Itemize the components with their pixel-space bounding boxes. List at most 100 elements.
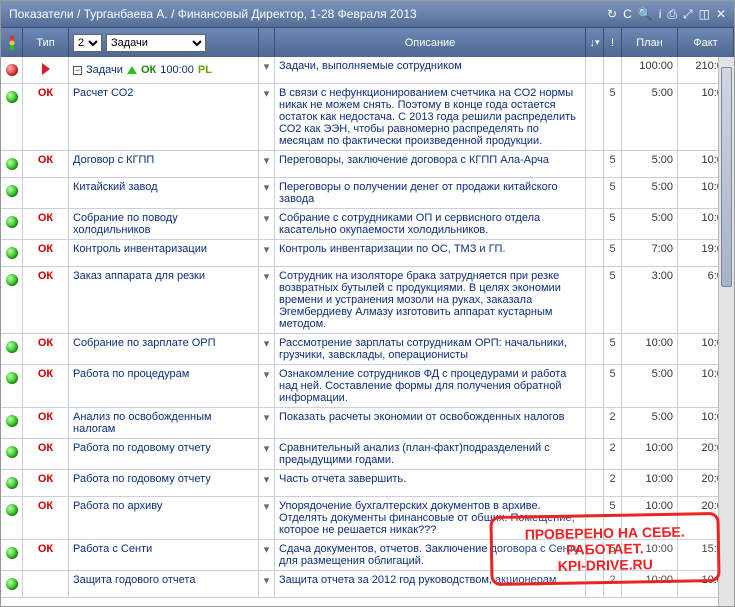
table-row[interactable]: ОКЗаказ аппарата для резки▾Сотрудник на … <box>1 267 734 334</box>
table-row[interactable]: ОККонтроль инвентаризации▾Контроль инвен… <box>1 240 734 267</box>
c-icon[interactable]: С <box>623 7 632 22</box>
rows-container: − Задачи ОК 100:00 PL ▾ Задачи, выполняе… <box>1 57 734 606</box>
dropdown-icon[interactable]: ▾ <box>259 365 275 407</box>
task-num-select[interactable]: 2 <box>73 34 102 52</box>
print-icon[interactable]: ⎙ <box>667 7 677 22</box>
table-row[interactable]: ОКРабота по процедурам▾Ознакомление сотр… <box>1 365 734 408</box>
desc-cell: Контроль инвентаризации по ОС, ТМЗ и ГП. <box>275 240 586 266</box>
plan-cell: 5:00 <box>622 209 678 239</box>
titlebar-icons: ↻ С 🔍 i ⎙ ⤢ ◫ ✕ <box>607 7 726 22</box>
dropdown-icon[interactable]: ▾ <box>259 497 275 539</box>
desc-cell: Защита отчета за 2012 год руководством, … <box>275 571 586 597</box>
hdr-excl[interactable]: ! <box>604 28 622 57</box>
dropdown-icon[interactable]: ▾ <box>259 540 275 570</box>
excl-cell: 5 <box>604 240 622 266</box>
dropdown-icon[interactable]: ▾ <box>259 439 275 469</box>
window-title: Показатели / Турганбаева А. / Финансовый… <box>9 7 417 21</box>
table-row[interactable]: Защита годового отчета▾Защита отчета за … <box>1 571 734 598</box>
plan-cell: 5:00 <box>622 408 678 438</box>
task-cell: Работа по архиву <box>69 497 259 539</box>
arrow-cell <box>586 240 604 266</box>
table-row[interactable]: ОКРабота по архиву▾Упорядочение бухгалте… <box>1 497 734 540</box>
hdr-type[interactable]: Тип <box>23 28 69 57</box>
dropdown-icon[interactable]: ▾ <box>259 57 275 83</box>
table-row[interactable]: ОКСобрание по зарплате ОРП▾Рассмотрение … <box>1 334 734 365</box>
type-ok: ОК <box>38 154 53 166</box>
table-row[interactable]: ОКРабота по годовому отчету▾Часть отчета… <box>1 470 734 497</box>
summary-row[interactable]: − Задачи ОК 100:00 PL ▾ Задачи, выполняе… <box>1 57 734 84</box>
search-icon[interactable]: 🔍 <box>638 7 653 22</box>
hdr-sort-arrow[interactable]: ↓ <box>586 28 604 57</box>
dropdown-icon[interactable]: ▾ <box>259 178 275 208</box>
arrow-cell <box>586 439 604 469</box>
hdr-desc[interactable]: Описание <box>275 28 586 57</box>
desc-cell: Показать расчеты экономии от освобожденн… <box>275 408 586 438</box>
dropdown-icon[interactable]: ▾ <box>259 334 275 364</box>
excl-cell: 5 <box>604 267 622 333</box>
play-icon[interactable] <box>42 63 50 75</box>
desc-cell: Упорядочение бухгалтерских документов в … <box>275 497 586 539</box>
desc-cell: Собрание с сотрудниками ОП и сервисного … <box>275 209 586 239</box>
status-light <box>6 578 18 590</box>
hdr-fact[interactable]: Факт <box>678 28 734 57</box>
dropdown-icon[interactable]: ▾ <box>259 571 275 597</box>
table-row[interactable]: ОКРасчет СО2▾В связи с нефункционировани… <box>1 84 734 151</box>
table-row[interactable]: ОКРабота по годовому отчету▾Сравнительны… <box>1 439 734 470</box>
excl-cell: 5 <box>604 84 622 150</box>
window-icon[interactable]: ◫ <box>699 7 710 22</box>
dropdown-icon[interactable]: ▾ <box>259 470 275 496</box>
table-row[interactable]: Китайский завод▾Переговоры о получении д… <box>1 178 734 209</box>
expand-icon[interactable]: ⤢ <box>683 7 693 22</box>
type-ok: ОК <box>38 473 53 485</box>
info-icon[interactable]: i <box>659 7 662 22</box>
summary-task-label: Задачи <box>86 64 123 76</box>
dropdown-icon[interactable]: ▾ <box>259 267 275 333</box>
summary-desc: Задачи, выполняемые сотрудником <box>275 57 586 83</box>
plan-cell: 10:00 <box>622 540 678 570</box>
titlebar: Показатели / Турганбаева А. / Финансовый… <box>1 1 734 27</box>
close-icon[interactable]: ✕ <box>716 7 726 22</box>
arrow-cell <box>586 209 604 239</box>
plan-cell: 5:00 <box>622 151 678 177</box>
hdr-task: 2 Задачи <box>69 28 259 57</box>
status-light <box>6 446 18 458</box>
excl-cell: 5 <box>604 497 622 539</box>
excl-cell: 5 <box>604 151 622 177</box>
status-light <box>6 477 18 489</box>
desc-cell: Ознакомление сотрудников ФД с процедурам… <box>275 365 586 407</box>
task-type-select[interactable]: Задачи <box>106 34 206 52</box>
type-ok: ОК <box>38 337 53 349</box>
desc-cell: В связи с нефункционированием счетчика н… <box>275 84 586 150</box>
hdr-plan[interactable]: План <box>622 28 678 57</box>
table-row[interactable]: ОКДоговор с КГПП▾Переговоры, заключение … <box>1 151 734 178</box>
dropdown-icon[interactable]: ▾ <box>259 151 275 177</box>
scrollbar-thumb[interactable] <box>721 67 732 287</box>
arrow-cell <box>586 408 604 438</box>
desc-cell: Сравнительный анализ (план-факт)подразде… <box>275 439 586 469</box>
collapse-icon[interactable]: − <box>73 66 82 75</box>
arrow-cell <box>586 470 604 496</box>
arrow-cell <box>586 334 604 364</box>
refresh-icon[interactable]: ↻ <box>607 7 617 22</box>
excl-cell: 5 <box>604 365 622 407</box>
excl-cell: 5 <box>604 540 622 570</box>
task-cell: Заказ аппарата для резки <box>69 267 259 333</box>
type-ok: ОК <box>38 243 53 255</box>
excl-cell: 2 <box>604 408 622 438</box>
dropdown-icon[interactable]: ▾ <box>259 240 275 266</box>
table-row[interactable]: ОКСобрание по поводу холодильников▾Собра… <box>1 209 734 240</box>
dropdown-icon[interactable]: ▾ <box>259 408 275 438</box>
table-row[interactable]: ОКАнализ по освобожденным налогам▾Показа… <box>1 408 734 439</box>
excl-cell: 2 <box>604 439 622 469</box>
plan-cell: 7:00 <box>622 240 678 266</box>
table-header: Тип 2 Задачи Описание ↓ ! План Факт <box>1 27 734 57</box>
summary-arrow <box>586 57 604 83</box>
status-light <box>6 547 18 559</box>
status-light <box>6 415 18 427</box>
arrow-cell <box>586 365 604 407</box>
plan-cell: 10:00 <box>622 497 678 539</box>
table-row[interactable]: ОКРабота с Сенти▾Сдача документов, отчет… <box>1 540 734 571</box>
dropdown-icon[interactable]: ▾ <box>259 84 275 150</box>
vertical-scrollbar[interactable] <box>718 57 734 606</box>
dropdown-icon[interactable]: ▾ <box>259 209 275 239</box>
